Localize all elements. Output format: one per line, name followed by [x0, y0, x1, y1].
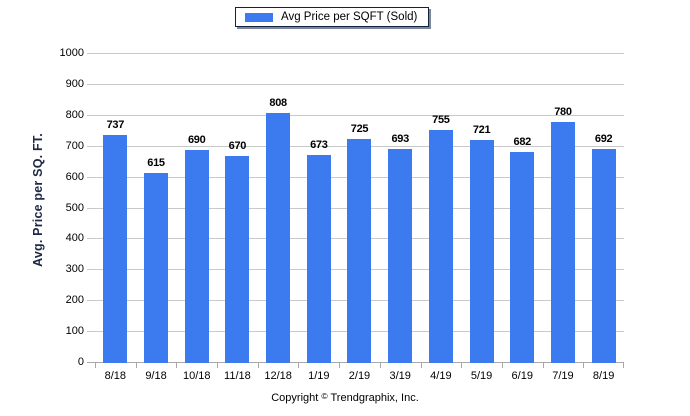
- x-tick-label: 6/19: [511, 370, 533, 382]
- y-tick-label: 900: [65, 78, 84, 90]
- y-tick-label: 500: [65, 202, 84, 214]
- x-axis-tick: [461, 363, 462, 368]
- bar-value-label: 737: [106, 119, 125, 131]
- y-tick-label: 400: [65, 232, 84, 244]
- bar-value-label: 690: [187, 134, 206, 146]
- y-axis-labels: 0 100 200 300 400 500 600 700 800 900 1000: [48, 47, 84, 368]
- x-tick-label: 1/19: [308, 370, 330, 382]
- x-axis-tick: [502, 363, 503, 368]
- x-tick-label: 7/19: [552, 370, 574, 382]
- bar-slot: 690 10/18: [176, 54, 217, 382]
- x-axis-tick: [258, 363, 259, 368]
- bar: [510, 152, 535, 363]
- bar-value-label: 692: [594, 133, 613, 145]
- plot-area: 737 8/18 615 9/18 690 10/18 670 11/18 808 12/18 67…: [87, 53, 624, 382]
- x-axis-tick: [176, 363, 177, 368]
- x-axis-tick: [623, 363, 624, 368]
- x-axis-tick: [298, 363, 299, 368]
- bar-value-label: 615: [147, 157, 165, 169]
- x-axis-tick: [583, 363, 584, 368]
- y-tick-label: 800: [65, 109, 84, 121]
- gridline: [87, 53, 624, 54]
- y-tick-label: 600: [65, 171, 84, 183]
- bar: [266, 113, 291, 363]
- bar-value-label: 755: [432, 114, 450, 126]
- chart-legend: Avg Price per SQFT (Sold): [235, 7, 430, 27]
- bar-slot: 780 7/19: [543, 54, 584, 382]
- bar-slot: 673 1/19: [298, 54, 339, 382]
- bar: [184, 150, 209, 363]
- bar-slot: 737 8/18: [95, 54, 136, 382]
- y-tick-label: 700: [65, 140, 84, 152]
- bar-value-label: 673: [310, 139, 328, 151]
- copyright-footer: Copyright © Trendgraphix, Inc.: [0, 391, 690, 404]
- bar: [550, 122, 575, 363]
- bar-value-label: 670: [228, 140, 247, 152]
- x-axis-tick: [217, 363, 218, 368]
- y-tick-label: 1000: [59, 47, 84, 59]
- x-tick-label: 2/19: [348, 370, 371, 382]
- x-tick-label: 3/19: [389, 370, 411, 382]
- bar: [144, 173, 169, 363]
- bar-slot: 721 5/19: [461, 54, 502, 382]
- x-axis-tick: [543, 363, 544, 368]
- bar-value-label: 725: [350, 123, 369, 135]
- copyright-prefix: Copyright: [271, 392, 319, 404]
- copyright-symbol-icon: ©: [321, 391, 328, 401]
- bar-value-label: 721: [472, 124, 491, 136]
- x-tick-label: 11/18: [224, 370, 251, 382]
- bar-slot: 755 4/19: [421, 54, 462, 382]
- bar-slot: 670 11/18: [217, 54, 258, 382]
- bar: [103, 135, 128, 363]
- bar: [428, 130, 453, 363]
- x-axis-tick: [380, 363, 381, 368]
- bar-slot: 682 6/19: [502, 54, 543, 382]
- x-tick-label: 5/19: [470, 370, 493, 382]
- y-axis-title: Avg. Price per SQ. FT.: [31, 133, 45, 267]
- x-tick-label: 8/19: [592, 370, 615, 382]
- bar: [306, 155, 331, 363]
- bar-value-label: 808: [269, 97, 287, 109]
- legend-swatch-icon: [245, 12, 273, 22]
- x-axis-tick: [339, 363, 340, 368]
- x-tick-label: 12/18: [264, 370, 292, 382]
- x-axis-tick: [95, 363, 96, 368]
- gridline: [87, 84, 624, 85]
- bar: [225, 156, 250, 363]
- bar-slot: 615 9/18: [136, 54, 177, 382]
- x-axis-tick: [136, 363, 137, 368]
- y-tick-label: 100: [65, 325, 84, 337]
- bar-slot: 808 12/18: [258, 54, 299, 382]
- bar-value-label: 682: [513, 136, 532, 148]
- bar: [591, 149, 616, 363]
- gridline: [87, 115, 624, 116]
- bar: [469, 140, 494, 363]
- x-tick-label: 4/19: [430, 370, 452, 382]
- x-tick-label: 10/18: [182, 370, 211, 382]
- y-tick-label: 0: [77, 356, 84, 368]
- bar: [347, 139, 372, 363]
- bar: [388, 149, 413, 363]
- x-tick-label: 9/18: [145, 370, 167, 382]
- legend-label: Avg Price per SQFT (Sold): [281, 11, 418, 23]
- bar-slot: 693 3/19: [380, 54, 421, 382]
- bar-value-label: 780: [554, 106, 572, 118]
- bar-slot: 692 8/19: [583, 54, 624, 382]
- copyright-suffix: Trendgraphix, Inc.: [330, 392, 419, 404]
- bar-value-label: 693: [391, 133, 409, 145]
- bar-slot: 725 2/19: [339, 54, 380, 382]
- y-tick-label: 300: [65, 263, 84, 275]
- x-tick-label: 8/18: [104, 370, 127, 382]
- x-axis-tick: [421, 363, 422, 368]
- y-tick-label: 200: [65, 294, 84, 306]
